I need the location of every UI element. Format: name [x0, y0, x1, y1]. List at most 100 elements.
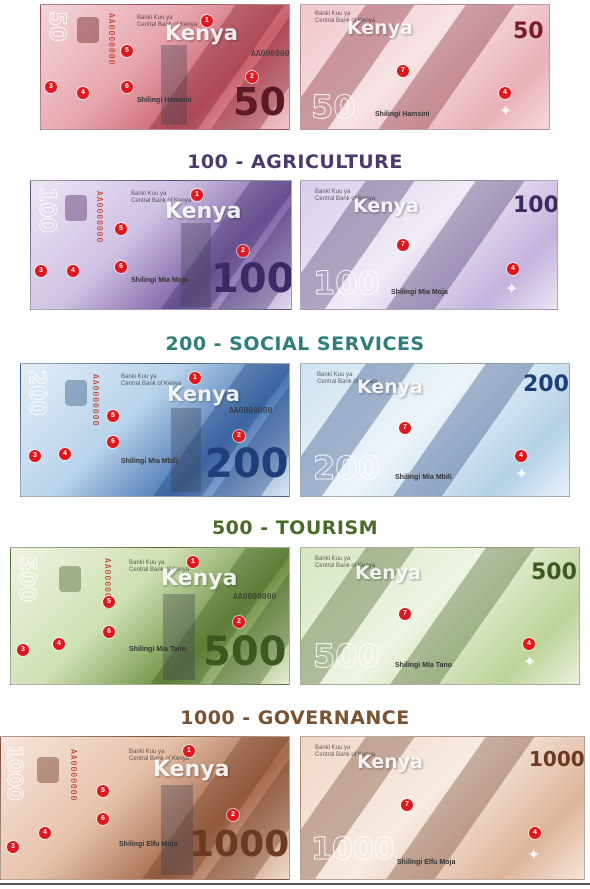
- dove-icon: ✦: [523, 654, 537, 671]
- dove-icon: ✦: [505, 281, 519, 298]
- back-denomination: 500: [313, 637, 381, 675]
- serial-number: AA0000000: [233, 592, 277, 601]
- vertical-serial-number: AA0000000: [107, 13, 116, 66]
- feature-marker-5: 5: [115, 223, 127, 235]
- front-denomination: 200: [205, 441, 289, 487]
- kicc-building-illustration: [163, 594, 195, 680]
- banknote-500-back: Banki Kuu ya Central Bank of Kenya Kenya…: [300, 547, 580, 685]
- legal-tender-label: Shilingi Mia Moja: [131, 277, 188, 284]
- feature-marker-1: 1: [191, 189, 203, 201]
- bank-name: Banki Kuu ya Central Bank of Kenya: [315, 745, 376, 758]
- kicc-building-illustration: [161, 45, 187, 125]
- bank-name: Banki Kuu ya Central Bank of Kenya: [315, 556, 376, 569]
- feature-marker-7: 7: [399, 608, 411, 620]
- feature-marker-3: 3: [17, 644, 29, 656]
- kicc-building-illustration: [181, 223, 211, 307]
- legal-tender-label: Shilingi Elfu Moja: [119, 841, 178, 848]
- dove-icon: ✦: [499, 103, 513, 120]
- back-corner-denomination: 200: [523, 372, 569, 397]
- bank-name: Banki Kuu ya Central Bank of Kenya: [315, 11, 376, 24]
- kicc-building-illustration: [171, 408, 201, 492]
- feature-marker-4: 4: [53, 638, 65, 650]
- coat-of-arms-icon: [65, 380, 87, 406]
- banknote-100-back: Banki Kuu ya Central Bank of Kenya Kenya…: [300, 180, 558, 310]
- bank-name: Banki Kuu ya Central Bank of Kenya: [121, 374, 182, 387]
- coat-of-arms-icon: [77, 17, 99, 43]
- kenya-wordmark: Kenya: [165, 199, 242, 224]
- feature-marker-1: 1: [201, 15, 213, 27]
- feature-marker-3: 3: [35, 265, 47, 277]
- kenya-wordmark: Kenya: [347, 17, 414, 39]
- front-denomination: 500: [203, 629, 287, 675]
- feature-marker-4: 4: [529, 827, 541, 839]
- back-corner-denomination: 100: [513, 193, 558, 218]
- bank-name: Banki Kuu ya Central Bank of Kenya: [131, 191, 192, 204]
- feature-marker-2: 2: [237, 245, 249, 257]
- kenya-wordmark: Kenya: [161, 566, 238, 591]
- feature-marker-7: 7: [397, 65, 409, 77]
- feature-marker-4: 4: [499, 87, 511, 99]
- vertical-serial-number: AA0000000: [91, 374, 100, 427]
- feature-marker-5: 5: [103, 596, 115, 608]
- feature-marker-3: 3: [29, 450, 41, 462]
- corner-denomination: 50: [44, 11, 70, 43]
- coat-of-arms-icon: [59, 566, 81, 592]
- legal-tender-label: Shilingi Mia Tano: [129, 646, 187, 653]
- feature-marker-2: 2: [233, 616, 245, 628]
- feature-marker-3: 3: [45, 81, 57, 93]
- front-denomination: 1000: [189, 824, 290, 865]
- feature-marker-2: 2: [227, 809, 239, 821]
- bank-name: Banki Kuu ya Central Bank of Kenya: [129, 560, 190, 573]
- dove-icon: ✦: [527, 847, 541, 864]
- bottom-divider: [0, 883, 590, 885]
- vertical-serial-number: AA0000000: [95, 191, 104, 244]
- bank-name: Banki Kuu ya Central Bank of Kenya: [129, 749, 190, 762]
- kenya-wordmark: Kenya: [153, 757, 230, 782]
- banknote-50-back: Banki Kuu ya Central Bank of Kenya Kenya…: [300, 4, 550, 130]
- serial-number: AA0000000: [251, 49, 290, 58]
- kenya-wordmark: Kenya: [167, 382, 240, 406]
- banknote-200-back: Banki Kuu ya Central Bank of Kenya Kenya…: [300, 363, 570, 497]
- banknote-1000-front: 1000 AA0000000 Banki Kuu ya Central Bank…: [0, 736, 290, 880]
- back-value-label: Shilingi Mia Moja: [391, 289, 448, 296]
- legal-tender-label: Shilingi Hamsini: [137, 97, 192, 104]
- feature-marker-5: 5: [121, 45, 133, 57]
- back-denomination: 100: [313, 264, 381, 302]
- back-corner-denomination: 500: [531, 560, 577, 585]
- kenya-wordmark: Kenya: [353, 195, 420, 217]
- feature-marker-6: 6: [115, 261, 127, 273]
- coat-of-arms-icon: [37, 757, 59, 783]
- feature-marker-6: 6: [107, 436, 119, 448]
- feature-marker-6: 6: [103, 626, 115, 638]
- vertical-serial-number: AA0000000: [103, 558, 112, 611]
- feature-marker-7: 7: [397, 239, 409, 251]
- section-heading-500: 500 - TOURISM: [211, 517, 379, 539]
- legal-tender-label: Shilingi Mia Mbili: [121, 458, 178, 465]
- feature-marker-5: 5: [97, 785, 109, 797]
- feature-marker-4: 4: [59, 448, 71, 460]
- front-denomination: 50: [233, 80, 286, 124]
- bank-name: Banki Kuu ya Central Bank of Kenya: [317, 372, 378, 385]
- feature-marker-4: 4: [507, 263, 519, 275]
- feature-marker-4: 4: [67, 265, 79, 277]
- corner-denomination: 500: [14, 556, 40, 603]
- back-value-label: Shilingi Mia Tano: [395, 662, 453, 669]
- feature-marker-4: 4: [39, 827, 51, 839]
- corner-denomination: 1000: [3, 745, 28, 802]
- feature-marker-2: 2: [246, 71, 258, 83]
- feature-marker-6: 6: [97, 813, 109, 825]
- feature-marker-7: 7: [399, 422, 411, 434]
- bank-name: Banki Kuu ya Central Bank of Kenya: [137, 15, 198, 28]
- feature-marker-1: 1: [187, 556, 199, 568]
- kicc-building-illustration: [161, 785, 193, 875]
- front-denomination: 100: [211, 256, 292, 302]
- back-corner-denomination: 1000: [529, 747, 585, 771]
- back-value-label: Shilingi Mia Mbili: [395, 474, 452, 481]
- banknote-500-front: 500 AA0000000 Banki Kuu ya Central Bank …: [10, 547, 290, 685]
- feature-marker-3: 3: [7, 841, 19, 853]
- feature-marker-5: 5: [107, 410, 119, 422]
- back-denomination: 50: [311, 88, 357, 126]
- bank-name: Banki Kuu ya Central Bank of Kenya: [315, 189, 376, 202]
- serial-number: AA0000000: [229, 406, 273, 415]
- banknote-200-front: 200 AA0000000 Banki Kuu ya Central Bank …: [20, 363, 290, 497]
